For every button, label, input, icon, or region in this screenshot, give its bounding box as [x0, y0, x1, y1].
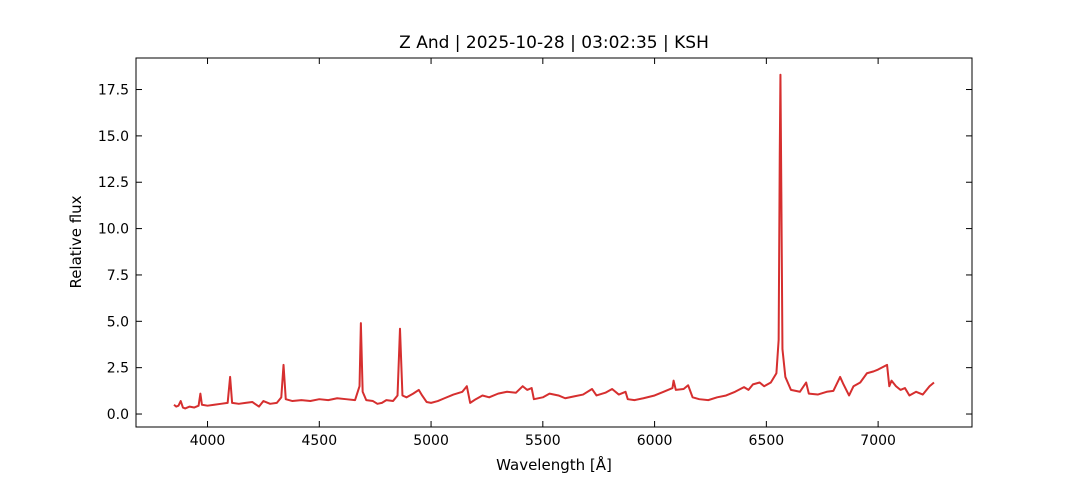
x-axis-label: Wavelength [Å] — [496, 455, 612, 474]
y-tick-label: 5.0 — [107, 314, 129, 330]
x-tick-label: 4000 — [190, 433, 226, 449]
x-tick-label: 6000 — [637, 433, 673, 449]
y-tick-label: 15.0 — [98, 129, 129, 145]
x-tick-label: 5500 — [525, 433, 561, 449]
chart-title: Z And | 2025-10-28 | 03:02:35 | KSH — [399, 33, 709, 53]
x-tick-label: 6500 — [749, 433, 785, 449]
y-axis-label: Relative flux — [67, 195, 85, 288]
y-tick-label: 0.0 — [107, 407, 129, 423]
x-tick-label: 5000 — [413, 433, 449, 449]
y-tick-label: 10.0 — [98, 222, 129, 238]
x-tick-label: 7000 — [860, 433, 896, 449]
y-tick-label: 2.5 — [107, 361, 129, 377]
y-tick-label: 12.5 — [98, 175, 129, 191]
x-tick-label: 4500 — [301, 433, 337, 449]
spectrum-line — [173, 73, 935, 410]
y-tick-label: 17.5 — [98, 83, 129, 99]
plot-frame — [135, 57, 973, 428]
y-tick-label: 7.5 — [107, 268, 129, 284]
